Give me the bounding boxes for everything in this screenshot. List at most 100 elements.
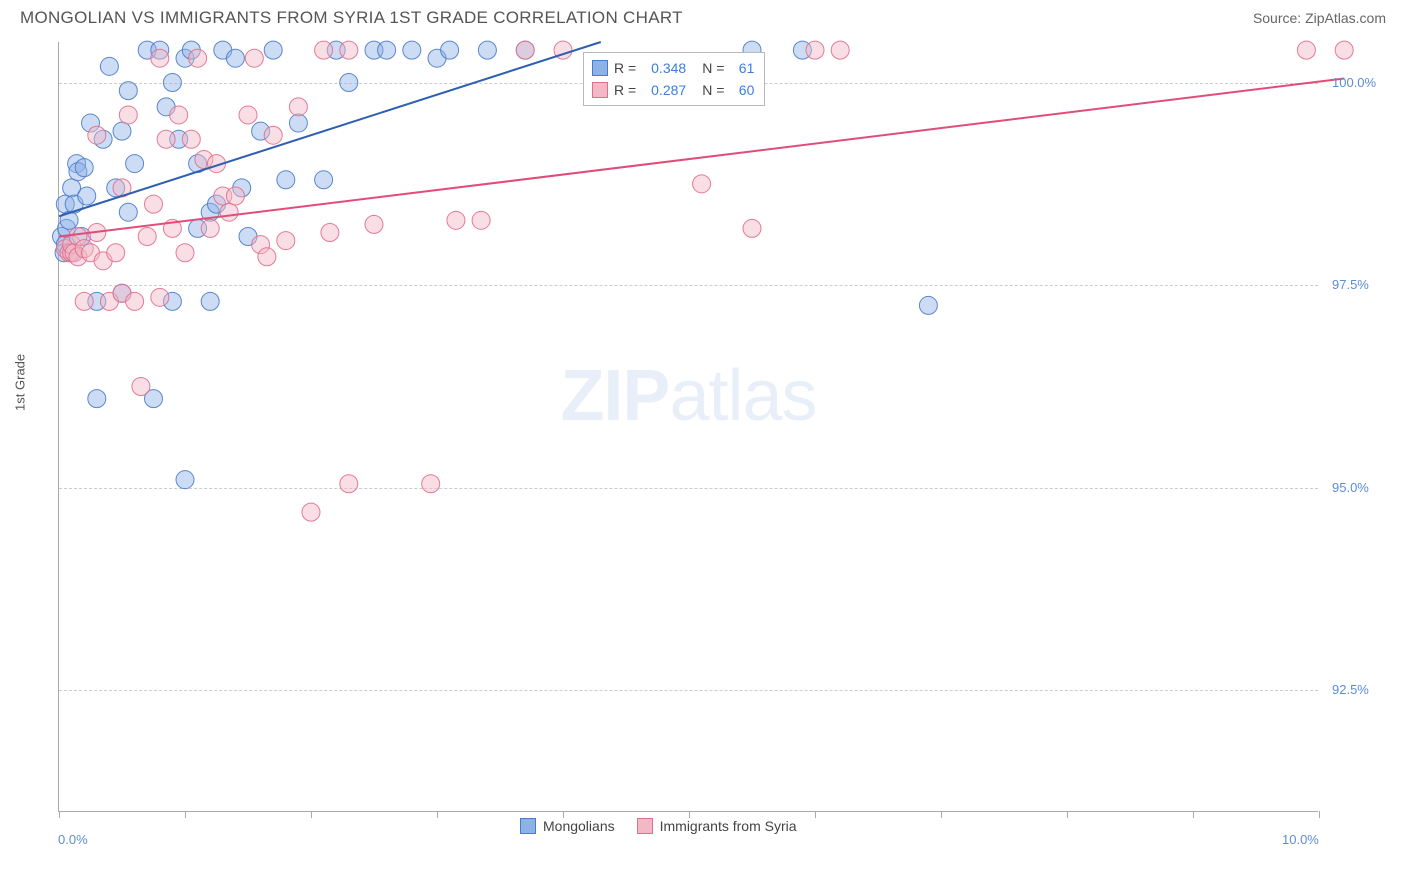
scatter-point	[277, 171, 295, 189]
scatter-point	[75, 159, 93, 177]
x-tick	[941, 811, 942, 818]
scatter-point	[693, 175, 711, 193]
y-tick-label: 97.5%	[1332, 277, 1369, 292]
scatter-plot	[59, 42, 1318, 811]
scatter-point	[88, 126, 106, 144]
scatter-point	[113, 122, 131, 140]
scatter-point	[245, 49, 263, 67]
x-tick	[815, 811, 816, 818]
scatter-point	[176, 471, 194, 489]
x-tick	[1193, 811, 1194, 818]
scatter-point	[289, 114, 307, 132]
scatter-point	[220, 203, 238, 221]
scatter-point	[107, 244, 125, 262]
x-tick	[185, 811, 186, 818]
scatter-point	[189, 49, 207, 67]
x-tick	[311, 811, 312, 818]
y-tick-label: 100.0%	[1332, 75, 1376, 90]
legend-swatch	[637, 818, 653, 834]
scatter-point	[100, 57, 118, 75]
scatter-point	[258, 248, 276, 266]
stats-box: R = 0.348 N = 61 R = 0.287 N = 60	[583, 52, 765, 106]
x-tick-label: 10.0%	[1282, 832, 1319, 847]
chart-container: 1st Grade ZIPatlas R =0.348N =61R =0.287…	[30, 32, 1396, 832]
scatter-point	[75, 292, 93, 310]
scatter-point	[743, 219, 761, 237]
scatter-point	[226, 187, 244, 205]
trend-line	[59, 42, 601, 216]
scatter-point	[151, 288, 169, 306]
legend-item: Immigrants from Syria	[637, 818, 797, 834]
y-tick-label: 95.0%	[1332, 480, 1369, 495]
scatter-point	[315, 41, 333, 59]
stats-n-value: 60	[730, 79, 754, 101]
scatter-point	[126, 155, 144, 173]
scatter-point	[201, 292, 219, 310]
stats-r-value: 0.348	[642, 57, 686, 79]
scatter-point	[321, 223, 339, 241]
scatter-point	[119, 82, 137, 100]
source-link[interactable]: ZipAtlas.com	[1305, 10, 1386, 26]
scatter-point	[277, 232, 295, 250]
scatter-point	[289, 98, 307, 116]
legend-label: Immigrants from Syria	[660, 818, 797, 834]
stats-n-label: N =	[702, 57, 724, 79]
stats-r-label: R =	[614, 57, 636, 79]
x-tick	[437, 811, 438, 818]
scatter-point	[132, 377, 150, 395]
source-label: Source: ZipAtlas.com	[1253, 10, 1386, 26]
scatter-point	[201, 219, 219, 237]
x-tick	[1067, 811, 1068, 818]
stats-r-label: R =	[614, 79, 636, 101]
scatter-point	[447, 211, 465, 229]
scatter-point	[138, 228, 156, 246]
scatter-point	[119, 203, 137, 221]
stats-n-value: 61	[730, 57, 754, 79]
series-swatch	[592, 82, 608, 98]
scatter-point	[516, 41, 534, 59]
scatter-point	[163, 74, 181, 92]
scatter-point	[478, 41, 496, 59]
y-tick-label: 92.5%	[1332, 682, 1369, 697]
scatter-point	[831, 41, 849, 59]
scatter-point	[119, 106, 137, 124]
legend-item: Mongolians	[520, 818, 615, 834]
scatter-point	[88, 390, 106, 408]
scatter-point	[302, 503, 320, 521]
scatter-point	[151, 49, 169, 67]
scatter-point	[176, 244, 194, 262]
stats-r-value: 0.287	[642, 79, 686, 101]
legend: Mongolians Immigrants from Syria	[520, 818, 797, 834]
scatter-point	[403, 41, 421, 59]
stats-row: R = 0.287 N = 60	[592, 79, 754, 101]
scatter-point	[340, 475, 358, 493]
scatter-point	[340, 74, 358, 92]
stats-n-label: N =	[702, 79, 724, 101]
stats-row: R = 0.348 N = 61	[592, 57, 754, 79]
scatter-point	[239, 106, 257, 124]
scatter-point	[145, 195, 163, 213]
scatter-point	[340, 41, 358, 59]
scatter-point	[78, 187, 96, 205]
legend-label: Mongolians	[543, 818, 615, 834]
x-tick	[1319, 811, 1320, 818]
scatter-point	[264, 41, 282, 59]
chart-title: MONGOLIAN VS IMMIGRANTS FROM SYRIA 1ST G…	[20, 8, 683, 28]
legend-swatch	[520, 818, 536, 834]
scatter-point	[422, 475, 440, 493]
x-tick	[59, 811, 60, 818]
scatter-point	[315, 171, 333, 189]
scatter-point	[157, 130, 175, 148]
scatter-point	[1335, 41, 1353, 59]
header: MONGOLIAN VS IMMIGRANTS FROM SYRIA 1ST G…	[0, 0, 1406, 32]
scatter-point	[126, 292, 144, 310]
x-tick-label: 0.0%	[58, 832, 88, 847]
scatter-point	[919, 296, 937, 314]
scatter-point	[472, 211, 490, 229]
plot-area: ZIPatlas R =0.348N =61R =0.287N =60	[58, 42, 1318, 812]
scatter-point	[441, 41, 459, 59]
scatter-point	[226, 49, 244, 67]
y-axis-label: 1st Grade	[13, 354, 28, 411]
scatter-point	[1297, 41, 1315, 59]
scatter-point	[806, 41, 824, 59]
